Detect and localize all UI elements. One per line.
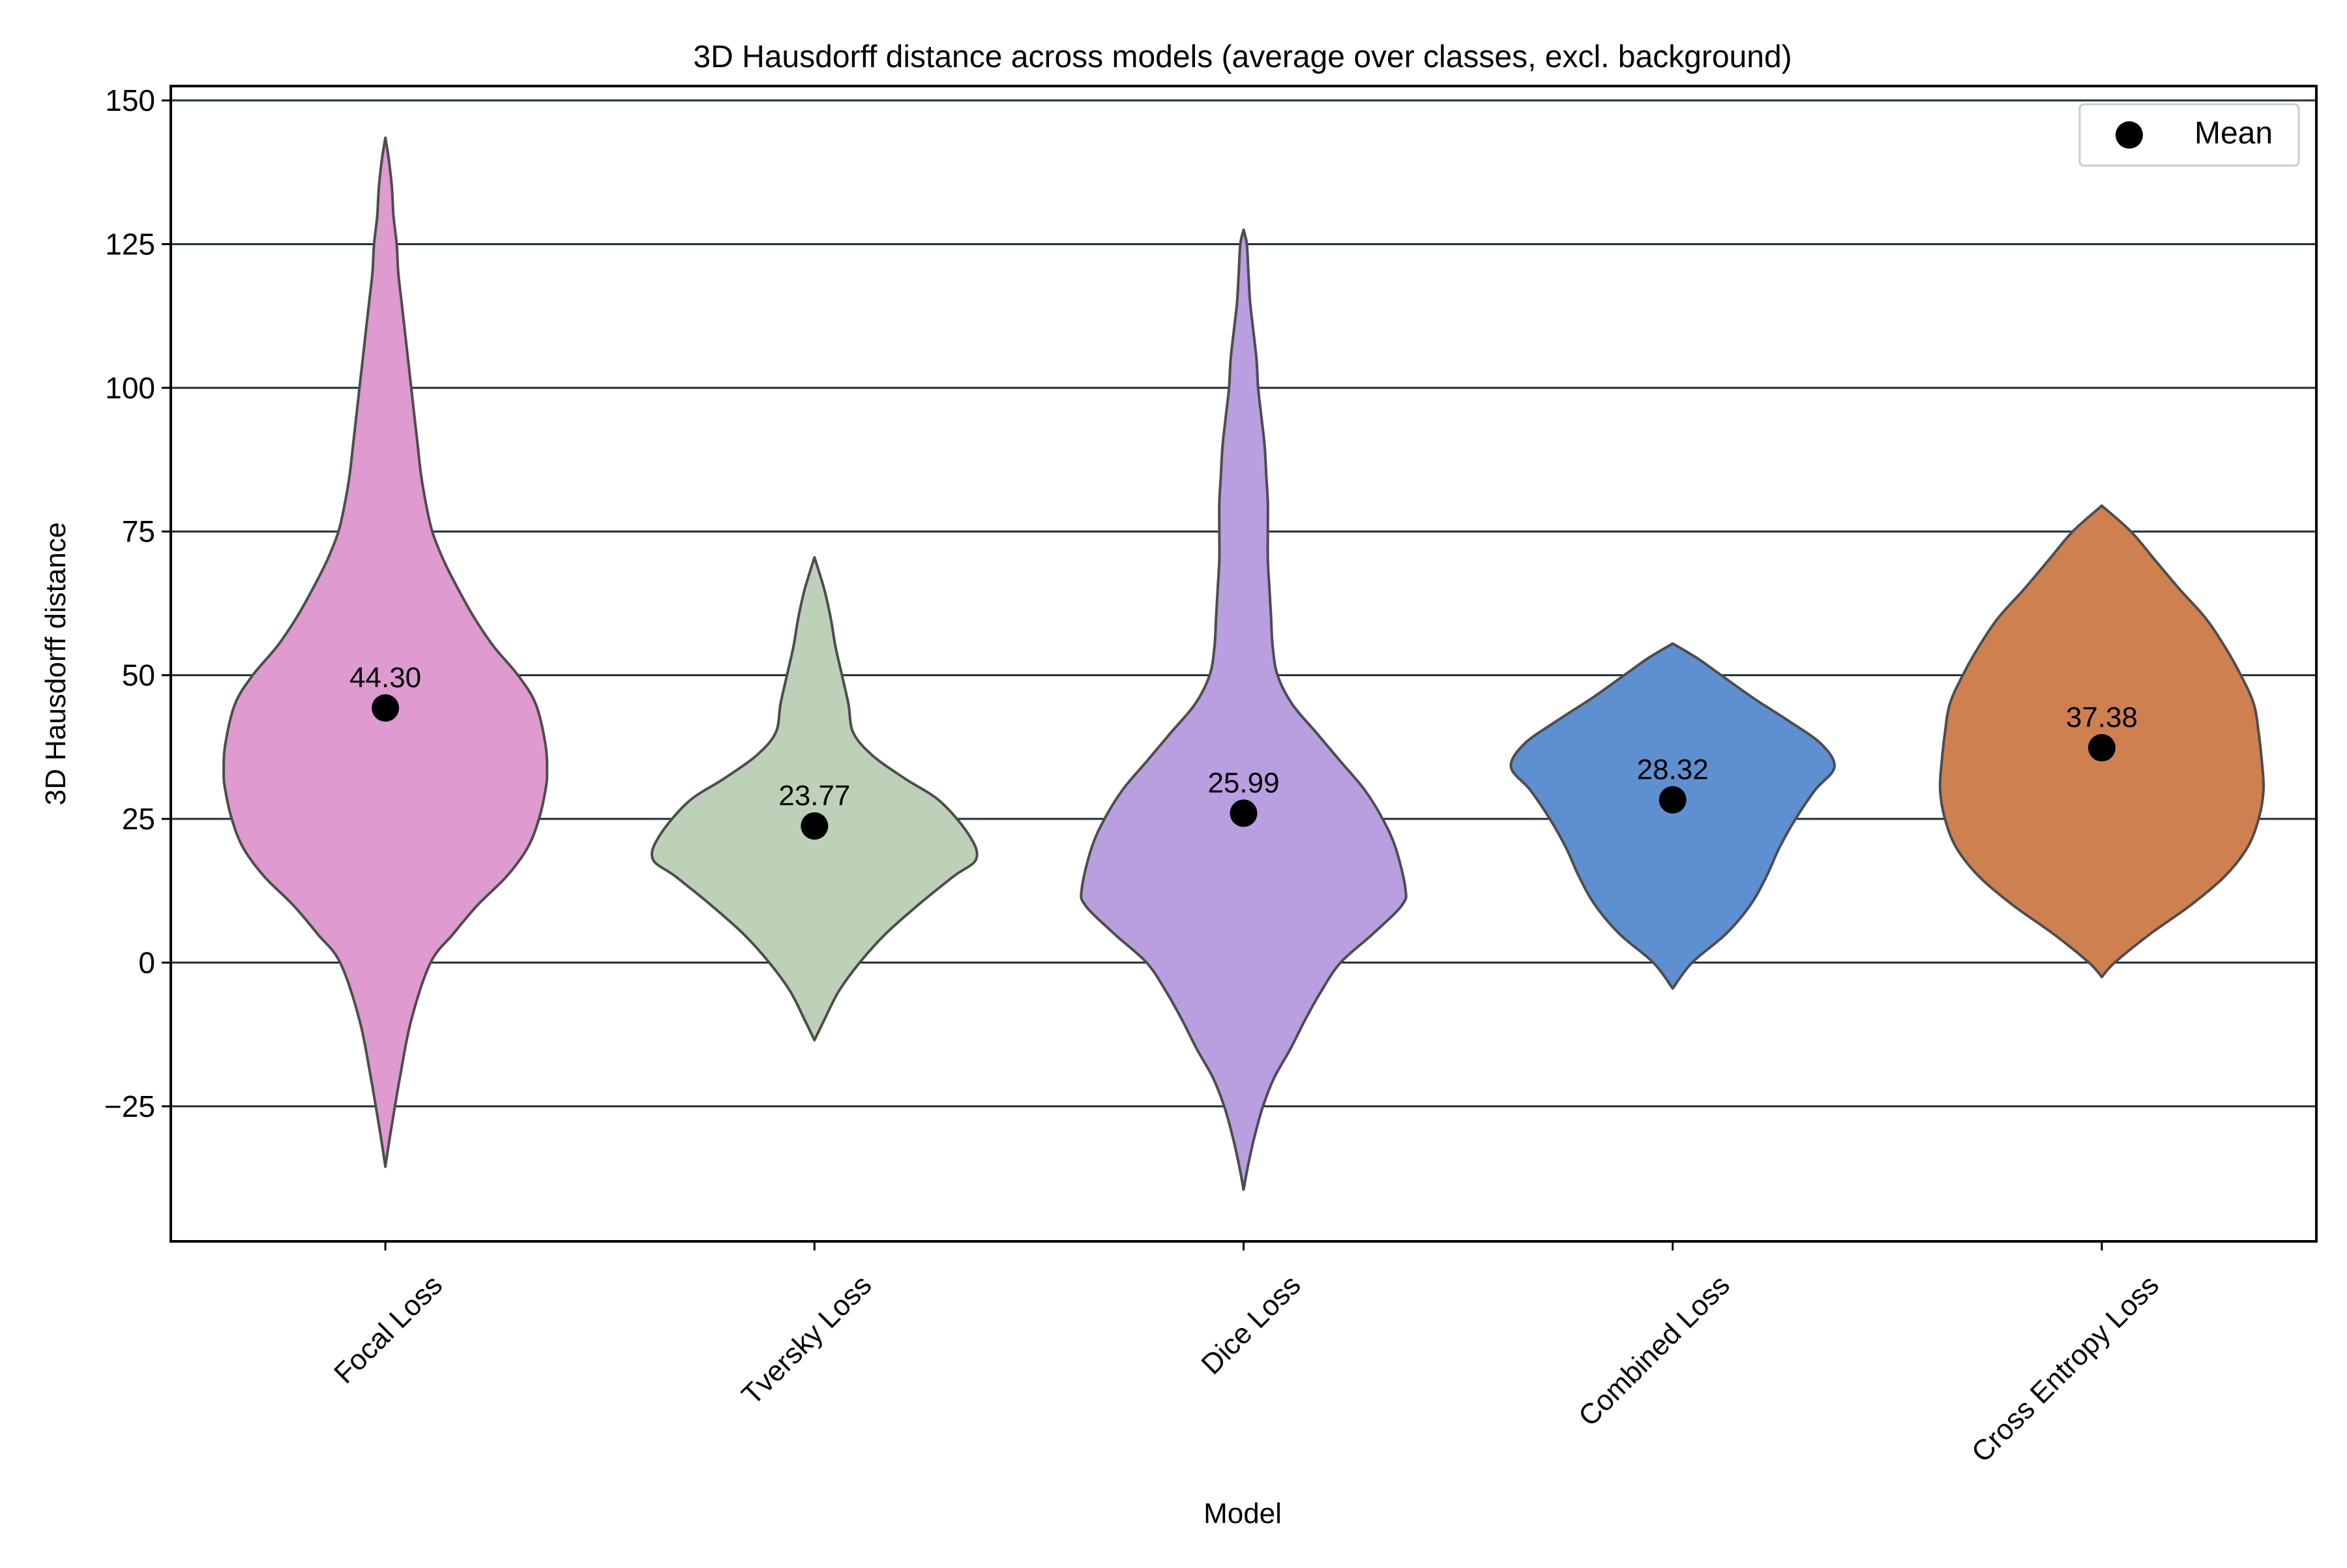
y-axis-ticks: −25 0 25 50 75 100 125 150 [104,83,171,1123]
mean-markers: 44.30 23.77 25.99 28.32 37.38 [349,662,2138,840]
mean-marker [801,812,829,840]
legend: Mean [2078,103,2300,167]
violin-focal-loss [222,136,549,1168]
y-tick-label: 25 [122,802,155,836]
legend-box [2078,103,2300,167]
mean-marker [2088,733,2116,762]
mean-marker [372,694,400,722]
mean-value-label: 28.32 [1637,754,1709,786]
y-tick-label: −25 [104,1089,155,1123]
violin-combined-loss [1509,642,1836,990]
mean-value-label: 44.30 [349,662,421,694]
y-tick-label: 50 [122,658,155,692]
violin-dice-loss [1080,228,1408,1191]
mean-value-label: 25.99 [1207,767,1279,799]
mean-marker [1230,799,1258,827]
y-tick-label: 75 [122,514,155,548]
x-axis-label: Model [1203,1498,1282,1530]
y-tick-label: 125 [105,227,155,261]
violin-tversky-loss [650,555,979,1042]
y-axis-label: 3D Hausdorff distance [40,522,72,806]
chart-title: 3D Hausdorff distance across models (ave… [693,40,1792,74]
mean-value-label: 37.38 [2066,702,2138,733]
legend-mean-marker [2116,121,2143,149]
mean-marker [1659,786,1687,814]
violins [222,136,2266,1191]
y-tick-label: 0 [138,945,155,979]
legend-mean-label: Mean [2194,116,2273,151]
y-tick-label: 100 [105,371,155,405]
mean-value-label: 23.77 [778,780,850,812]
y-tick-label: 150 [105,83,155,117]
